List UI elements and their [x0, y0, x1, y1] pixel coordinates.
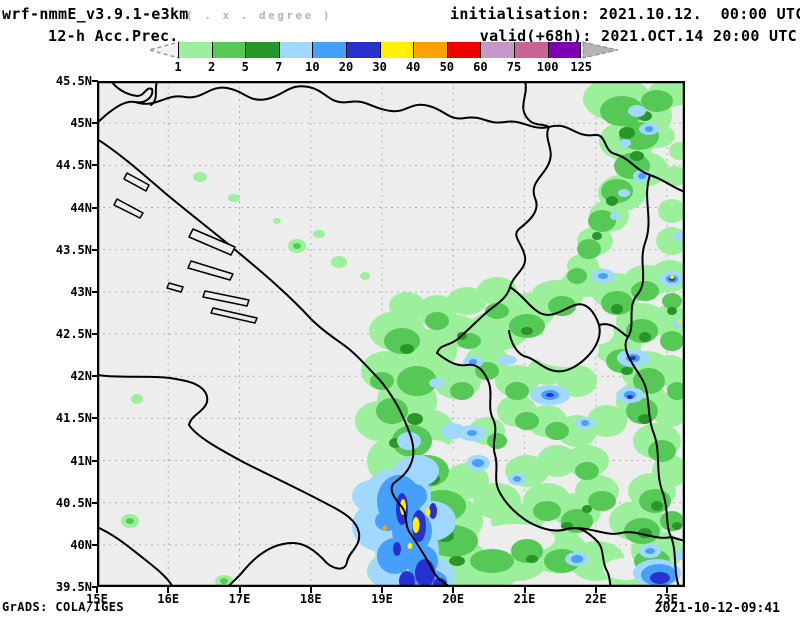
lat-tick: [92, 333, 98, 336]
legend-colorbar: [178, 42, 582, 58]
lat-tick: [92, 586, 98, 589]
legend-tick-label: 60: [473, 60, 488, 74]
legend-bin: [211, 42, 246, 58]
legend-bin: [547, 42, 582, 58]
legend-bin: [245, 42, 279, 58]
lat-label: 43N: [70, 284, 92, 299]
legend-tick-label: 10: [305, 60, 320, 74]
legend-tick-label: 2: [207, 60, 216, 74]
legend-tick-label: 20: [338, 60, 354, 74]
legend-tick-label: 50: [439, 60, 455, 74]
legend-bin: [379, 42, 414, 58]
lat-label: 45.5N: [55, 74, 92, 88]
lon-label: 16E: [157, 592, 180, 606]
lon-tick: [96, 587, 98, 593]
legend-bin: [312, 42, 346, 58]
generation-timestamp: 2021-10-12-09:41: [654, 601, 780, 616]
lat-tick: [92, 417, 98, 420]
map-frame: [97, 81, 685, 587]
initialisation-line: initialisation: 2021.10.12. 00:00 UTC: [450, 5, 800, 23]
plot-subtitle: 12-h Acc.Prec.: [48, 27, 179, 45]
lon-label: 22E: [584, 592, 607, 606]
lon-label: 19E: [371, 592, 393, 606]
precip-yellow-max: [400, 275, 682, 549]
legend-tick-label: 30: [372, 60, 387, 74]
lon-label: 18E: [299, 592, 322, 606]
legend-bin: [345, 42, 380, 58]
model-title: wrf-nmmE_v3.9.1-e3km: [2, 5, 189, 23]
legend-bin: [178, 42, 212, 58]
lon-tick: [594, 587, 597, 593]
lat-tick: [92, 290, 98, 293]
legend-right-arrow-icon: [582, 41, 619, 59]
coastlines-borders: [97, 81, 685, 587]
lat-tick: [92, 80, 98, 82]
lon-tick: [309, 587, 312, 593]
precip-orange-max: [382, 525, 388, 531]
lon-tick: [452, 587, 455, 593]
lon-tick: [666, 587, 668, 593]
lon-label: 23E: [656, 592, 678, 606]
legend-tick-label: 5: [241, 60, 249, 74]
legend-bin: [446, 42, 481, 58]
lon-label: 21E: [513, 592, 536, 606]
lon-label: 17E: [228, 592, 251, 606]
lon-tick: [523, 587, 526, 593]
lon-tick: [381, 587, 383, 593]
lon-label: 20E: [442, 592, 465, 606]
lat-label: 41N: [70, 453, 92, 468]
lat-label: 45N: [70, 116, 92, 131]
map-canvas: [97, 81, 685, 587]
lat-label: 41.5N: [55, 411, 92, 426]
lat-tick: [92, 164, 98, 167]
lat-label: 39.5N: [55, 580, 92, 595]
lat-tick: [92, 375, 98, 378]
grads-credit: GrADS: COLA/IGES: [2, 600, 124, 614]
lat-tick: [92, 206, 98, 209]
legend-tick-label: 75: [506, 60, 522, 74]
legend-bin: [513, 42, 548, 58]
lat-label: 43.5N: [55, 242, 92, 257]
islands: [113, 172, 258, 324]
lat-tick: [92, 122, 98, 125]
lon-tick: [238, 587, 241, 593]
lat-tick: [92, 501, 98, 504]
legend-bin: [413, 42, 447, 58]
lat-label: 44.5N: [55, 158, 92, 173]
legend-tick-label: 40: [405, 60, 421, 74]
legend-tick-label: 100: [536, 60, 559, 74]
legend-tick-label: 7: [275, 60, 283, 74]
lat-label: 44N: [70, 200, 92, 215]
lon-label: 15E: [86, 592, 108, 606]
lat-tick: [92, 248, 98, 251]
units-note: ( . x . degree ): [186, 9, 332, 22]
lon-tick: [167, 587, 170, 593]
legend-tick-label: 125: [570, 60, 593, 74]
lat-label: 40.5N: [55, 495, 92, 510]
lat-tick: [92, 459, 98, 462]
legend-bin: [480, 42, 514, 58]
lat-tick: [92, 543, 98, 546]
lat-label: 42.5N: [55, 327, 92, 342]
valid-line: valid(+68h): 2021.OCT.14 20:00 UTC: [479, 27, 797, 45]
legend-tick-label: 1: [174, 60, 182, 74]
legend-bin: [278, 42, 313, 58]
legend-left-arrow-icon: [146, 41, 180, 59]
lat-label: 40N: [70, 537, 92, 552]
lat-label: 42N: [70, 369, 92, 384]
